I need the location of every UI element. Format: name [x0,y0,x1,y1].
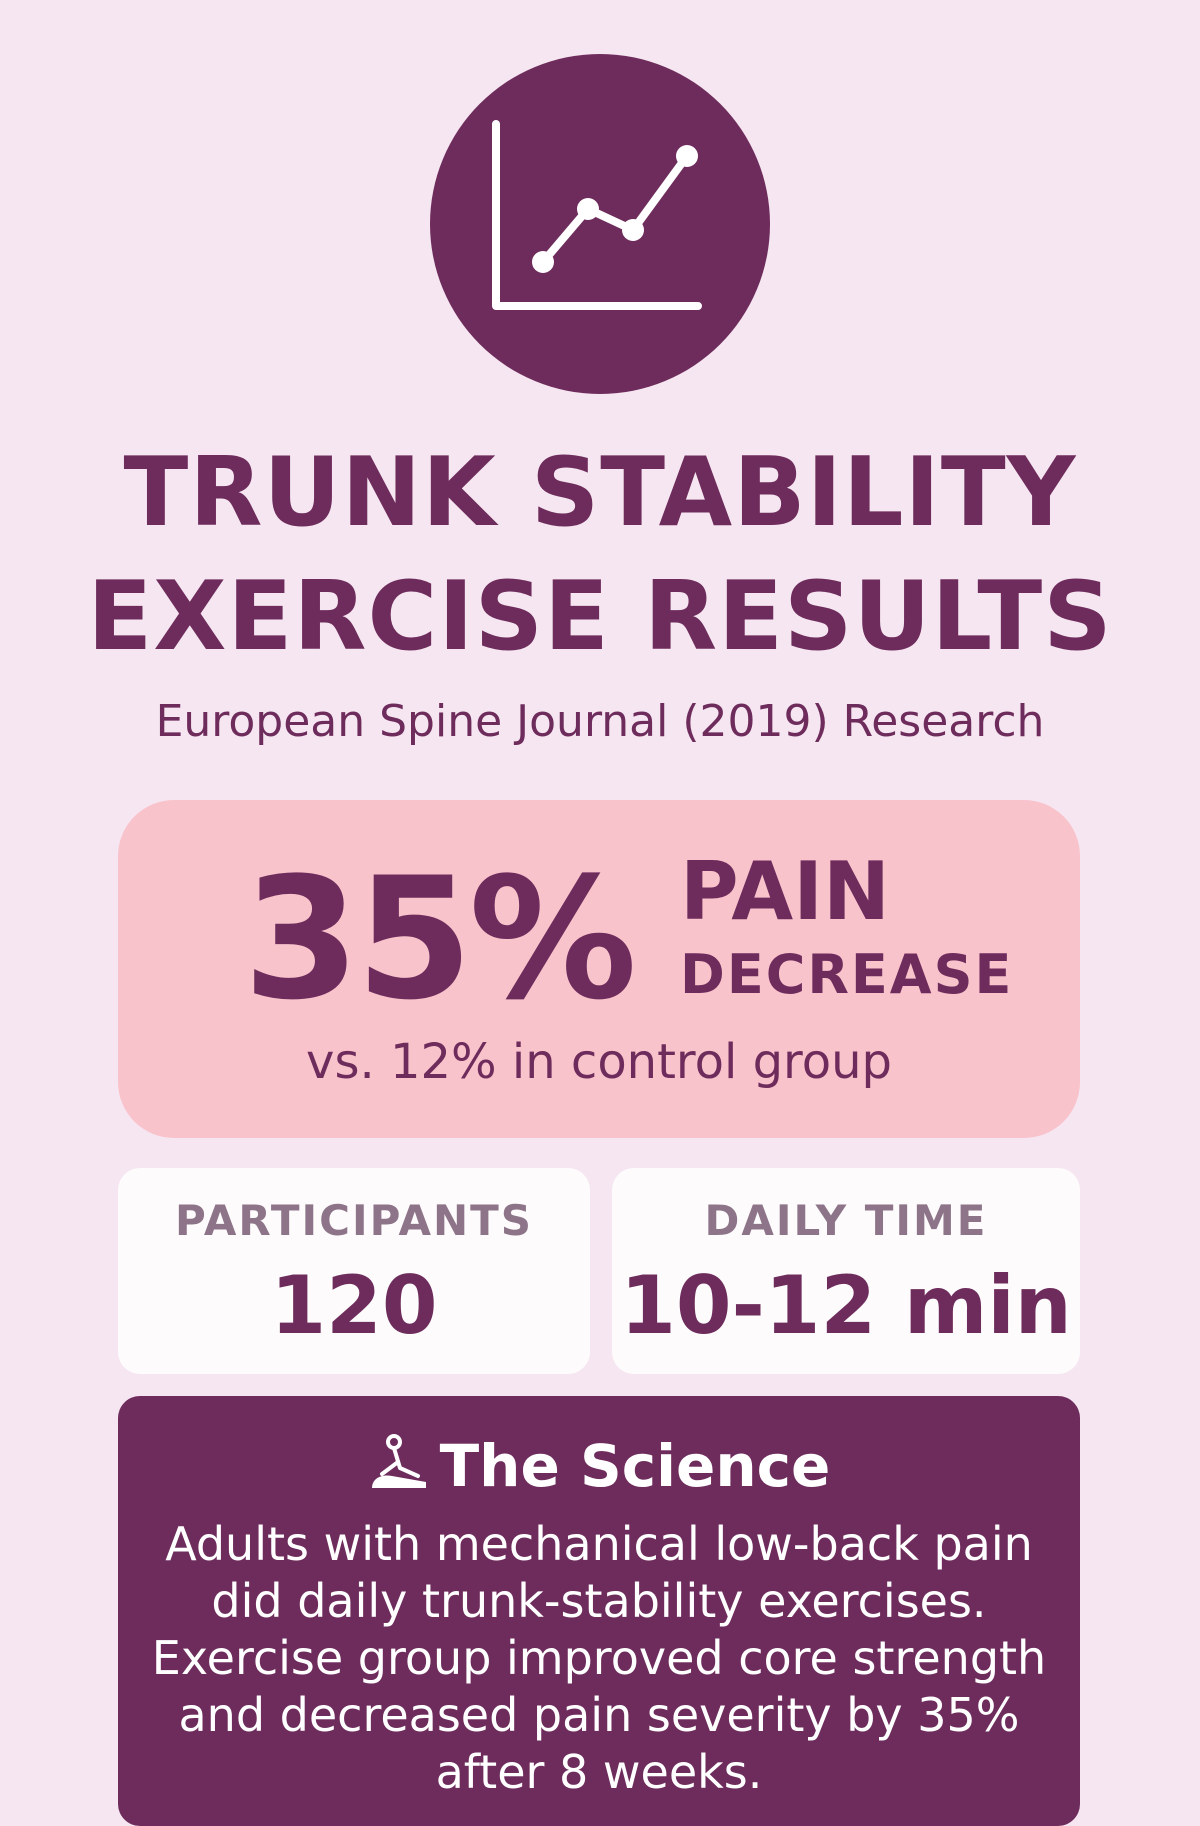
daily-time-value: 10-12 min [620,1259,1072,1352]
page-title-line-1: TRUNK STABILITY [123,438,1077,548]
participants-label: PARTICIPANTS [174,1196,534,1245]
science-card: The Science Adults with mechanical low-b… [118,1396,1080,1826]
participants-value: 120 [270,1259,438,1352]
science-description: Adults with mechanical low-back pain did… [151,1517,1047,1799]
page-subtitle: European Spine Journal (2019) Research [155,696,1045,747]
line-chart-icon [492,120,702,310]
decrease-label: DECREASE [680,943,1014,1006]
page-title-line-2: EXERCISE RESULTS [87,562,1113,672]
participants-card: PARTICIPANTS 120 [118,1168,590,1374]
science-heading: The Science [439,1432,831,1500]
researcher-icon [371,1434,426,1488]
daily-time-card: DAILY TIME 10-12 min [612,1168,1080,1374]
pain-decrease-percent: 35% [243,841,637,1037]
pain-decrease-card: 35% PAIN DECREASE vs. 12% in control gro… [118,800,1080,1138]
control-group-comparison: vs. 12% in control group [306,1034,892,1090]
hero-chart-badge [430,54,770,394]
daily-time-label: DAILY TIME [704,1196,988,1245]
science-heading-row: The Science [118,1432,1080,1495]
pain-label: PAIN [680,845,890,938]
